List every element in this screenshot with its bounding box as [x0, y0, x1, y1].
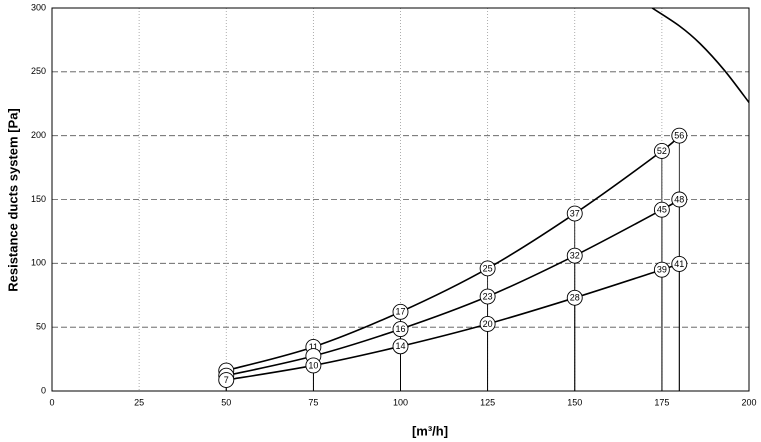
point-label: 48 — [674, 194, 684, 204]
point — [653, 201, 670, 218]
y-tick-label: 300 — [31, 2, 46, 12]
point-label: 37 — [570, 208, 580, 218]
y-axis-title: Resistance ducts system [Pa] — [5, 108, 20, 292]
y-tick-label: 100 — [31, 258, 46, 268]
point-label: 32 — [570, 251, 580, 261]
point-label: 56 — [674, 131, 684, 141]
point — [566, 205, 583, 222]
x-tick-label: 175 — [654, 397, 669, 407]
x-tick-label: 125 — [480, 397, 495, 407]
point — [671, 191, 688, 208]
point-label: 41 — [674, 259, 684, 269]
point-label: 16 — [395, 324, 405, 334]
point — [671, 256, 688, 272]
x-tick-label: 50 — [221, 397, 231, 407]
x-tick-label: 25 — [134, 397, 144, 407]
point — [218, 372, 235, 388]
x-tick-label: 75 — [308, 397, 318, 407]
y-tick-label: 150 — [31, 194, 46, 204]
point-label: 17 — [395, 307, 405, 317]
point — [566, 247, 583, 264]
point — [479, 288, 496, 305]
x-tick-label: 150 — [567, 397, 582, 407]
point-label: 7 — [224, 375, 229, 385]
point — [653, 261, 670, 278]
point — [479, 260, 496, 277]
y-tick-label: 50 — [36, 322, 46, 332]
point-label: 28 — [570, 293, 580, 303]
x-tick-label: 0 — [49, 397, 54, 407]
point-label: 39 — [657, 265, 667, 275]
point — [392, 303, 409, 320]
point — [566, 289, 583, 306]
point — [392, 321, 409, 338]
x-tick-label: 200 — [741, 397, 756, 407]
x-axis-title: [m³/h] — [412, 423, 448, 438]
point — [392, 338, 409, 355]
y-tick-label: 200 — [31, 130, 46, 140]
fan-curve — [651, 8, 749, 103]
point — [671, 127, 688, 144]
system-curve — [226, 263, 680, 381]
point-label: 10 — [308, 360, 318, 370]
y-tick-label: 250 — [31, 66, 46, 76]
system-curve — [226, 135, 680, 372]
point-label: 20 — [483, 319, 493, 329]
point-label: 25 — [483, 263, 493, 273]
point-label: 45 — [657, 205, 667, 215]
y-tick-label: 0 — [41, 385, 46, 395]
point — [305, 357, 322, 374]
point-label: 14 — [395, 341, 405, 351]
point-label: 11 — [309, 342, 318, 352]
point-label: 52 — [657, 146, 667, 156]
point-label: 23 — [483, 291, 493, 301]
x-tick-label: 100 — [393, 397, 408, 407]
point — [479, 316, 496, 332]
point — [653, 143, 670, 159]
